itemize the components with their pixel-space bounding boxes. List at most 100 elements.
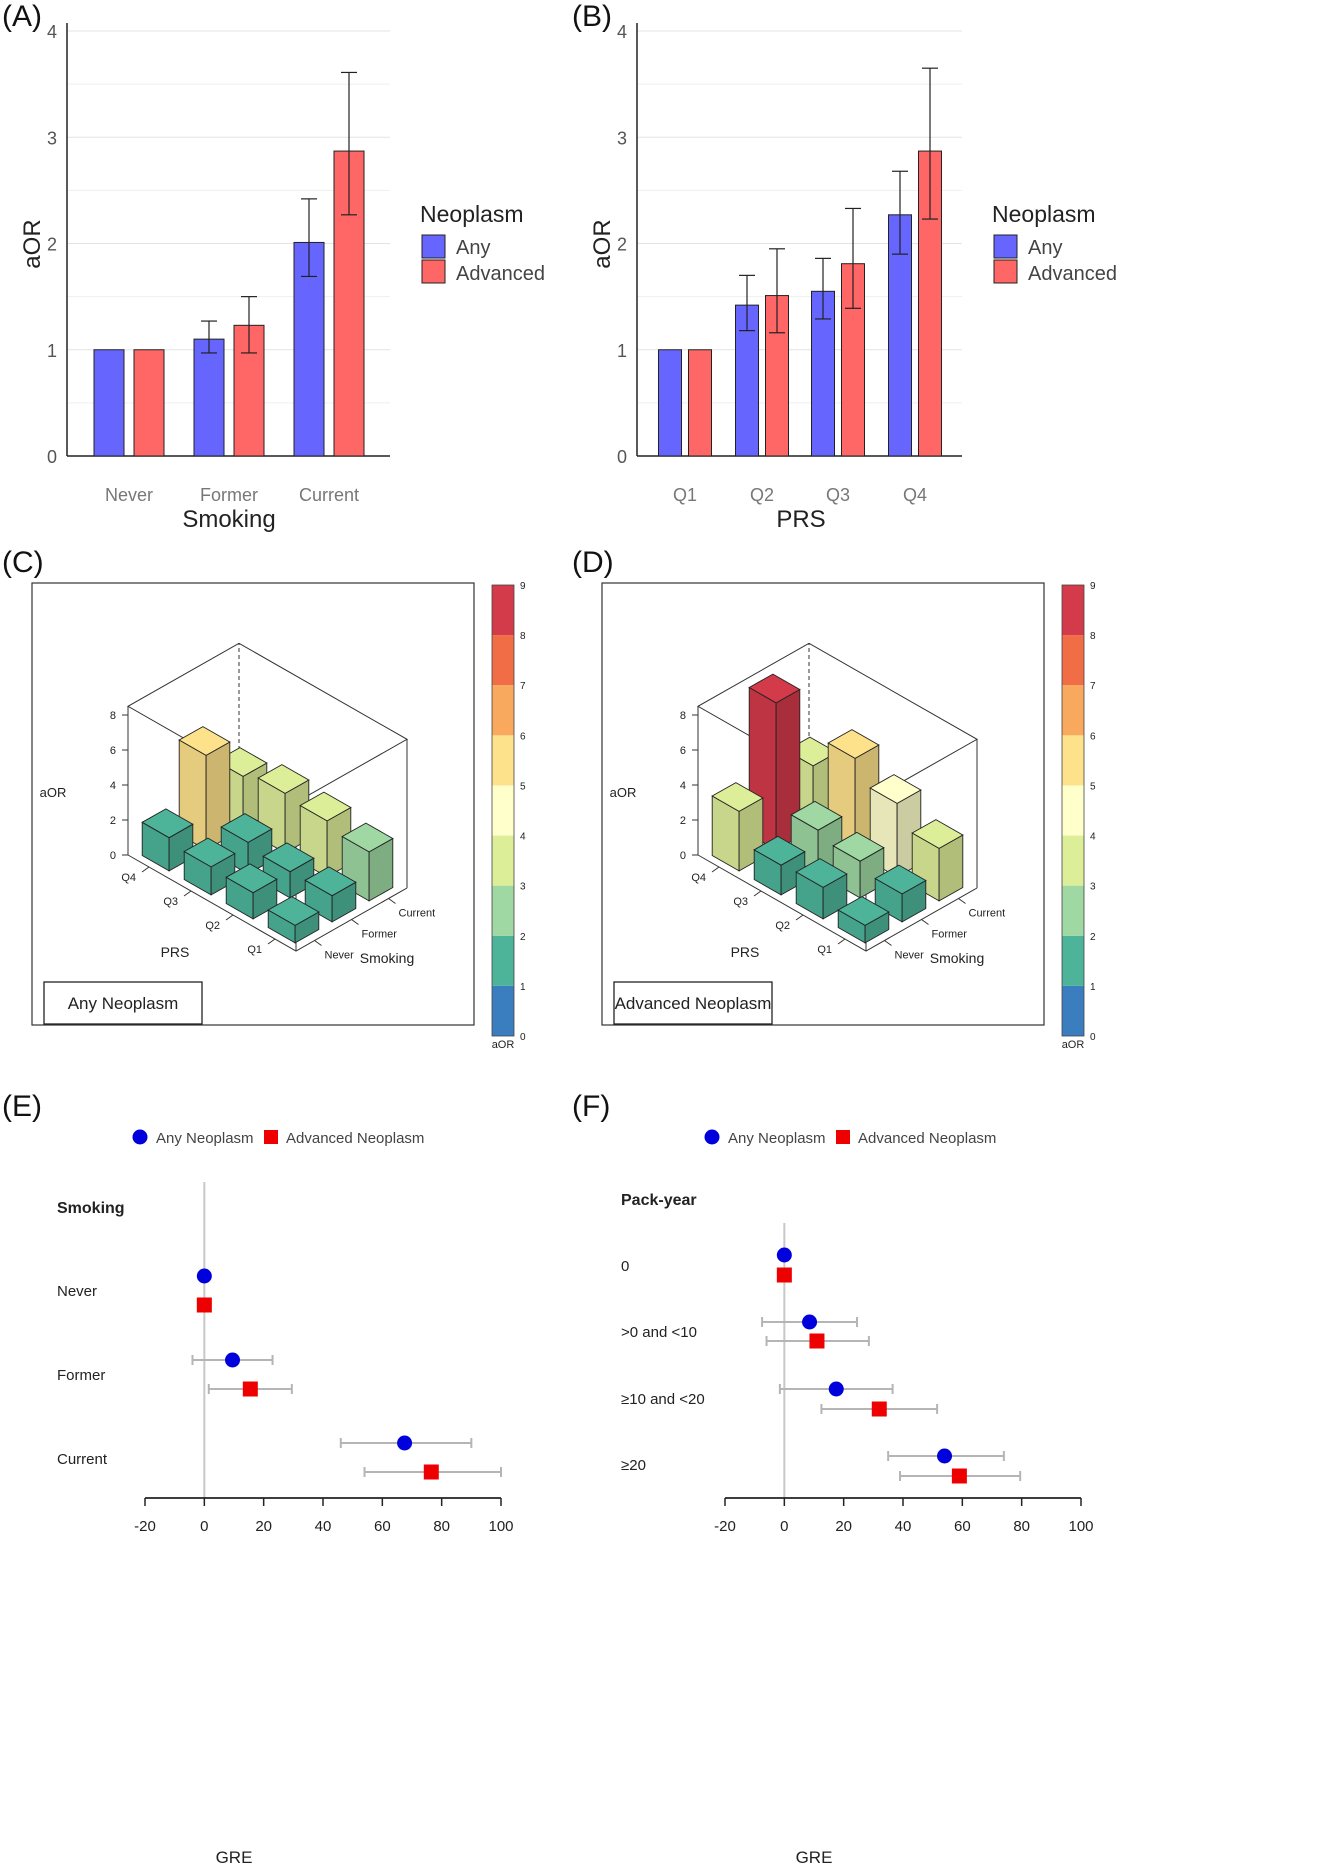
panel-b-bar-chart: 0 1 2 3 4 aOR Q1 Q2 Q3 Q4 PRS Neoplasm Any Advanced <box>570 0 1140 545</box>
row-label: >0 and <10 <box>621 1324 697 1341</box>
bar3d-top-face <box>183 837 236 868</box>
x-tick-label: -20 <box>134 1518 156 1535</box>
colorbar-tick-label: 2 <box>1090 932 1096 943</box>
point-advanced <box>423 1464 439 1480</box>
smoking-tick-label: Current <box>969 908 1006 920</box>
section-title: Smoking <box>57 1200 125 1217</box>
colorbar-band <box>492 735 514 786</box>
smoking-axis-label: Smoking <box>930 950 984 966</box>
colorbar-tick-label: 5 <box>1090 781 1096 792</box>
colorbar-band <box>1062 835 1084 886</box>
colorbar-band <box>1062 985 1084 1036</box>
bar3d-top-face <box>178 726 231 756</box>
z-tick-label: 6 <box>680 745 686 757</box>
legend-title: Neoplasm <box>420 201 524 227</box>
caption-text: Any Neoplasm <box>68 994 179 1013</box>
colorbar-band <box>492 785 514 836</box>
panel-label-b: (B) <box>572 0 612 33</box>
panel-e-forest-plot: Any Neoplasm Advanced Neoplasm Smoking Neve… <box>0 1090 570 1867</box>
bar3d-top-face <box>220 813 273 843</box>
prs-tick-label: Q2 <box>775 920 790 932</box>
prs-tick-label: Q1 <box>247 944 262 956</box>
colorbar-band <box>492 635 514 686</box>
x-tick-label: 0 <box>200 1518 208 1535</box>
legend-label-any: Any Neoplasm <box>728 1130 826 1147</box>
colorbar-tick-label: 4 <box>1090 832 1096 843</box>
smoking-tick <box>958 898 966 904</box>
row-label: Former <box>57 1367 105 1384</box>
point-advanced <box>951 1468 967 1484</box>
point-advanced <box>809 1333 825 1349</box>
y-tick-label: 3 <box>47 128 57 148</box>
legend-label-advanced: Advanced Neoplasm <box>858 1130 996 1147</box>
x-tick-label: 80 <box>433 1518 450 1535</box>
prs-tick-label: Q4 <box>691 872 706 884</box>
legend-label-advanced: Advanced <box>1028 263 1117 285</box>
x-tick-label: 100 <box>488 1518 513 1535</box>
x-tick-label: Q4 <box>903 485 927 505</box>
x-tick-label: 20 <box>255 1518 272 1535</box>
smoking-tick-label: Former <box>362 929 398 941</box>
bar3d-top-face <box>827 729 880 759</box>
x-axis-label: GRE <box>796 1848 833 1867</box>
bar3d-top-face <box>141 808 194 839</box>
prs-tick <box>267 938 276 945</box>
colorbar-tick-label: 2 <box>520 932 526 943</box>
prs-axis-label: PRS <box>731 944 760 960</box>
x-tick-label: 20 <box>835 1518 852 1535</box>
colorbar-band <box>1062 685 1084 736</box>
colorbar-tick-label: 9 <box>1090 581 1096 592</box>
colorbar-tick-label: 3 <box>1090 882 1096 893</box>
bar3d-Q1-Former <box>874 864 927 923</box>
colorbar-tick-label: 8 <box>520 631 526 642</box>
plot-frame <box>31 582 475 1026</box>
point-any <box>397 1435 413 1451</box>
smoking-tick <box>388 898 396 904</box>
point-any <box>937 1448 953 1464</box>
colorbar-band <box>1062 635 1084 686</box>
bar3d-top-face <box>874 864 927 895</box>
prs-tick <box>753 890 762 897</box>
bar3d-top-face <box>748 673 801 704</box>
bar3d-top-face <box>262 842 315 873</box>
bar3d-Q4-Never <box>141 808 194 872</box>
smoking-bar-chart-svg: 0 1 2 3 4 aOR Never Former Current Smoking Neoplas… <box>19 22 545 533</box>
legend-label-advanced: Advanced Neoplasm <box>286 1130 424 1147</box>
z-tick-label: 0 <box>680 850 686 862</box>
colorbar-tick-label: 8 <box>1090 631 1096 642</box>
colorbar-tick-label: 4 <box>520 832 526 843</box>
colorbar-label: aOR <box>492 1039 515 1051</box>
x-tick-label: 40 <box>895 1518 912 1535</box>
colorbar-tick-label: 5 <box>520 781 526 792</box>
legend-square-advanced <box>264 1130 278 1144</box>
colorbar-tick-label: 7 <box>520 681 526 692</box>
point-advanced <box>196 1297 212 1313</box>
z-tick-label: 2 <box>110 815 116 827</box>
colorbar-band <box>1062 735 1084 786</box>
z-tick-label: 0 <box>110 850 116 862</box>
bar3d-top-face <box>832 831 885 862</box>
z-tick-label: 2 <box>680 815 686 827</box>
smoking-tick-label: Never <box>895 950 925 962</box>
panel-label-a: (A) <box>2 0 42 33</box>
z-tick-label: 8 <box>680 710 686 722</box>
bar-any <box>658 349 682 457</box>
point-any <box>828 1381 844 1397</box>
z-axis-label: aOR <box>610 785 637 800</box>
colorbar-frame <box>491 584 515 1037</box>
panel-d-3d-chart: 0 2 4 6 8 aOR Q1 Q2 Q3 Q4 PRS Never Former Current Smo… <box>570 545 1140 1065</box>
x-tick-label: Q1 <box>673 485 697 505</box>
colorbar-band <box>1062 785 1084 836</box>
prs-bar-chart-svg: 0 1 2 3 4 aOR Q1 Q2 Q3 Q4 PRS Neoplasm Any Advanced <box>589 22 1117 533</box>
row-label: Current <box>57 1451 108 1468</box>
y-tick-label: 3 <box>617 128 627 148</box>
colorbar-label: aOR <box>1062 1039 1085 1051</box>
panel-label-d: (D) <box>572 546 614 579</box>
bar-any <box>193 338 225 457</box>
x-tick-label: 60 <box>954 1518 971 1535</box>
legend-label-any: Any <box>456 237 490 259</box>
y-tick-label: 1 <box>47 341 57 361</box>
panel-label-e: (E) <box>2 1090 42 1123</box>
colorbar-tick-label: 0 <box>1090 1032 1096 1043</box>
